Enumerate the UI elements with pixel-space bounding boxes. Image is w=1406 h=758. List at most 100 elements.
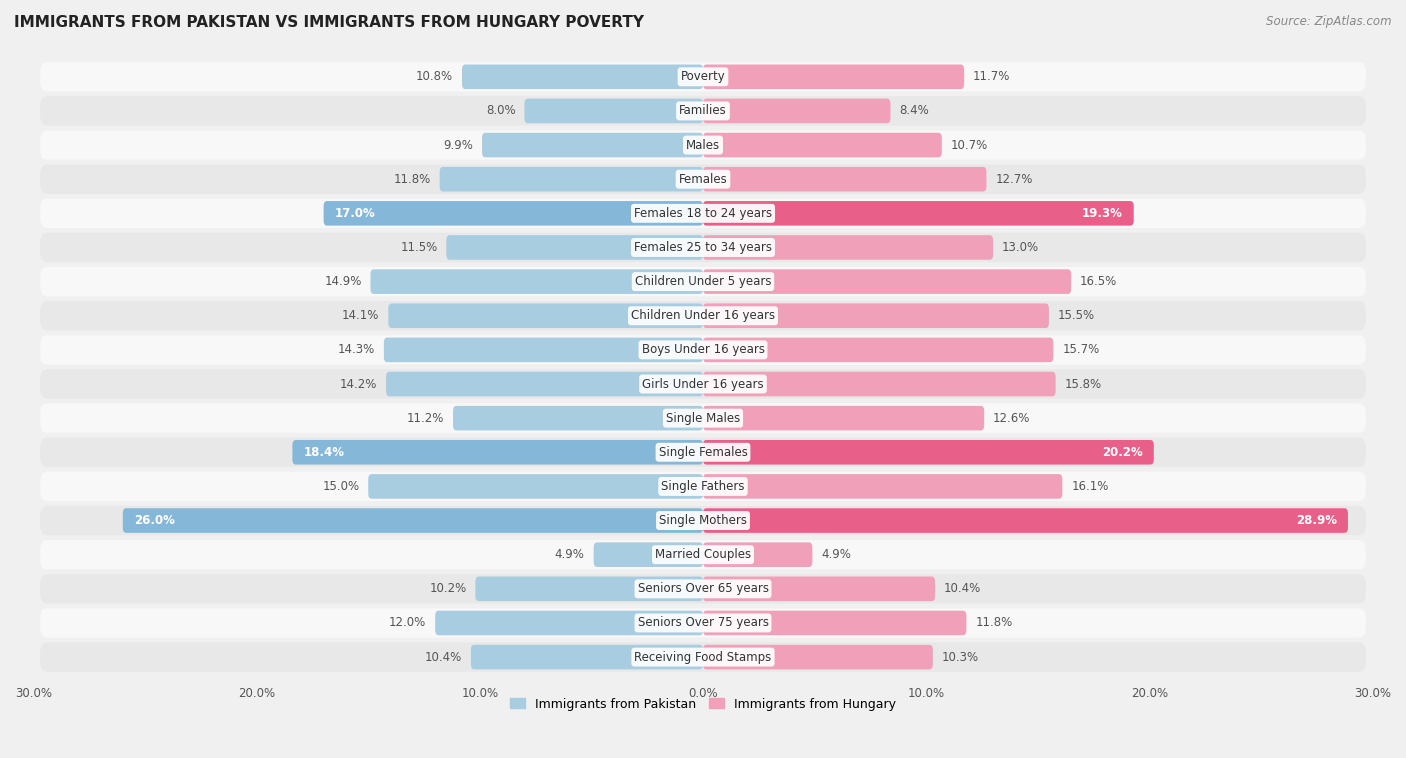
FancyBboxPatch shape [41, 643, 1365, 672]
FancyBboxPatch shape [41, 437, 1365, 467]
FancyBboxPatch shape [41, 540, 1365, 569]
FancyBboxPatch shape [41, 471, 1365, 501]
Text: Single Females: Single Females [658, 446, 748, 459]
FancyBboxPatch shape [703, 371, 1056, 396]
FancyBboxPatch shape [368, 475, 703, 499]
Text: 12.7%: 12.7% [995, 173, 1033, 186]
Text: 15.0%: 15.0% [322, 480, 360, 493]
FancyBboxPatch shape [703, 303, 1049, 328]
Text: Poverty: Poverty [681, 70, 725, 83]
Text: 15.5%: 15.5% [1057, 309, 1095, 322]
Text: Females: Females [679, 173, 727, 186]
FancyBboxPatch shape [703, 201, 1133, 226]
FancyBboxPatch shape [703, 475, 1063, 499]
Text: 4.9%: 4.9% [555, 548, 585, 561]
FancyBboxPatch shape [446, 235, 703, 260]
FancyBboxPatch shape [41, 267, 1365, 296]
FancyBboxPatch shape [371, 269, 703, 294]
FancyBboxPatch shape [41, 164, 1365, 194]
Text: 14.9%: 14.9% [325, 275, 361, 288]
FancyBboxPatch shape [41, 96, 1365, 126]
FancyBboxPatch shape [703, 509, 1348, 533]
FancyBboxPatch shape [703, 167, 987, 192]
FancyBboxPatch shape [41, 335, 1365, 365]
FancyBboxPatch shape [41, 403, 1365, 433]
FancyBboxPatch shape [524, 99, 703, 124]
Text: Children Under 16 years: Children Under 16 years [631, 309, 775, 322]
Text: 26.0%: 26.0% [134, 514, 174, 527]
Text: Females 25 to 34 years: Females 25 to 34 years [634, 241, 772, 254]
FancyBboxPatch shape [122, 509, 703, 533]
Text: IMMIGRANTS FROM PAKISTAN VS IMMIGRANTS FROM HUNGARY POVERTY: IMMIGRANTS FROM PAKISTAN VS IMMIGRANTS F… [14, 15, 644, 30]
Text: 16.1%: 16.1% [1071, 480, 1108, 493]
Text: 20.2%: 20.2% [1102, 446, 1143, 459]
Text: 11.2%: 11.2% [406, 412, 444, 424]
Text: 17.0%: 17.0% [335, 207, 375, 220]
FancyBboxPatch shape [323, 201, 703, 226]
Text: 18.4%: 18.4% [304, 446, 344, 459]
FancyBboxPatch shape [703, 577, 935, 601]
FancyBboxPatch shape [436, 611, 703, 635]
FancyBboxPatch shape [703, 440, 1154, 465]
Text: Single Mothers: Single Mothers [659, 514, 747, 527]
Text: Seniors Over 65 years: Seniors Over 65 years [637, 582, 769, 595]
FancyBboxPatch shape [453, 406, 703, 431]
Text: 11.8%: 11.8% [394, 173, 430, 186]
Text: 11.5%: 11.5% [401, 241, 437, 254]
FancyBboxPatch shape [292, 440, 703, 465]
Text: 10.7%: 10.7% [950, 139, 988, 152]
Text: 4.9%: 4.9% [821, 548, 851, 561]
FancyBboxPatch shape [440, 167, 703, 192]
FancyBboxPatch shape [41, 608, 1365, 637]
FancyBboxPatch shape [41, 233, 1365, 262]
Text: Single Fathers: Single Fathers [661, 480, 745, 493]
FancyBboxPatch shape [471, 645, 703, 669]
FancyBboxPatch shape [41, 369, 1365, 399]
Text: 10.4%: 10.4% [425, 650, 463, 663]
Text: Receiving Food Stamps: Receiving Food Stamps [634, 650, 772, 663]
FancyBboxPatch shape [593, 543, 703, 567]
Text: 8.4%: 8.4% [900, 105, 929, 117]
FancyBboxPatch shape [388, 303, 703, 328]
Legend: Immigrants from Pakistan, Immigrants from Hungary: Immigrants from Pakistan, Immigrants fro… [505, 693, 901, 716]
Text: 8.0%: 8.0% [486, 105, 516, 117]
FancyBboxPatch shape [384, 337, 703, 362]
FancyBboxPatch shape [703, 64, 965, 89]
Text: 9.9%: 9.9% [443, 139, 474, 152]
FancyBboxPatch shape [703, 611, 966, 635]
Text: Males: Males [686, 139, 720, 152]
FancyBboxPatch shape [703, 645, 932, 669]
Text: 15.8%: 15.8% [1064, 377, 1102, 390]
Text: Source: ZipAtlas.com: Source: ZipAtlas.com [1267, 15, 1392, 28]
FancyBboxPatch shape [703, 337, 1053, 362]
Text: Seniors Over 75 years: Seniors Over 75 years [637, 616, 769, 629]
Text: 10.4%: 10.4% [943, 582, 981, 595]
FancyBboxPatch shape [41, 301, 1365, 330]
FancyBboxPatch shape [387, 371, 703, 396]
FancyBboxPatch shape [703, 235, 993, 260]
Text: 14.1%: 14.1% [342, 309, 380, 322]
Text: Girls Under 16 years: Girls Under 16 years [643, 377, 763, 390]
FancyBboxPatch shape [703, 543, 813, 567]
Text: 28.9%: 28.9% [1296, 514, 1337, 527]
FancyBboxPatch shape [41, 199, 1365, 228]
Text: Single Males: Single Males [666, 412, 740, 424]
Text: 12.0%: 12.0% [389, 616, 426, 629]
FancyBboxPatch shape [41, 62, 1365, 92]
Text: 13.0%: 13.0% [1002, 241, 1039, 254]
FancyBboxPatch shape [703, 99, 890, 124]
FancyBboxPatch shape [41, 574, 1365, 603]
FancyBboxPatch shape [463, 64, 703, 89]
FancyBboxPatch shape [703, 269, 1071, 294]
Text: 15.7%: 15.7% [1063, 343, 1099, 356]
Text: Children Under 5 years: Children Under 5 years [634, 275, 772, 288]
FancyBboxPatch shape [482, 133, 703, 158]
Text: 10.8%: 10.8% [416, 70, 453, 83]
Text: Married Couples: Married Couples [655, 548, 751, 561]
Text: 19.3%: 19.3% [1081, 207, 1122, 220]
Text: 10.3%: 10.3% [942, 650, 979, 663]
Text: 16.5%: 16.5% [1080, 275, 1118, 288]
Text: Families: Families [679, 105, 727, 117]
FancyBboxPatch shape [703, 133, 942, 158]
FancyBboxPatch shape [475, 577, 703, 601]
